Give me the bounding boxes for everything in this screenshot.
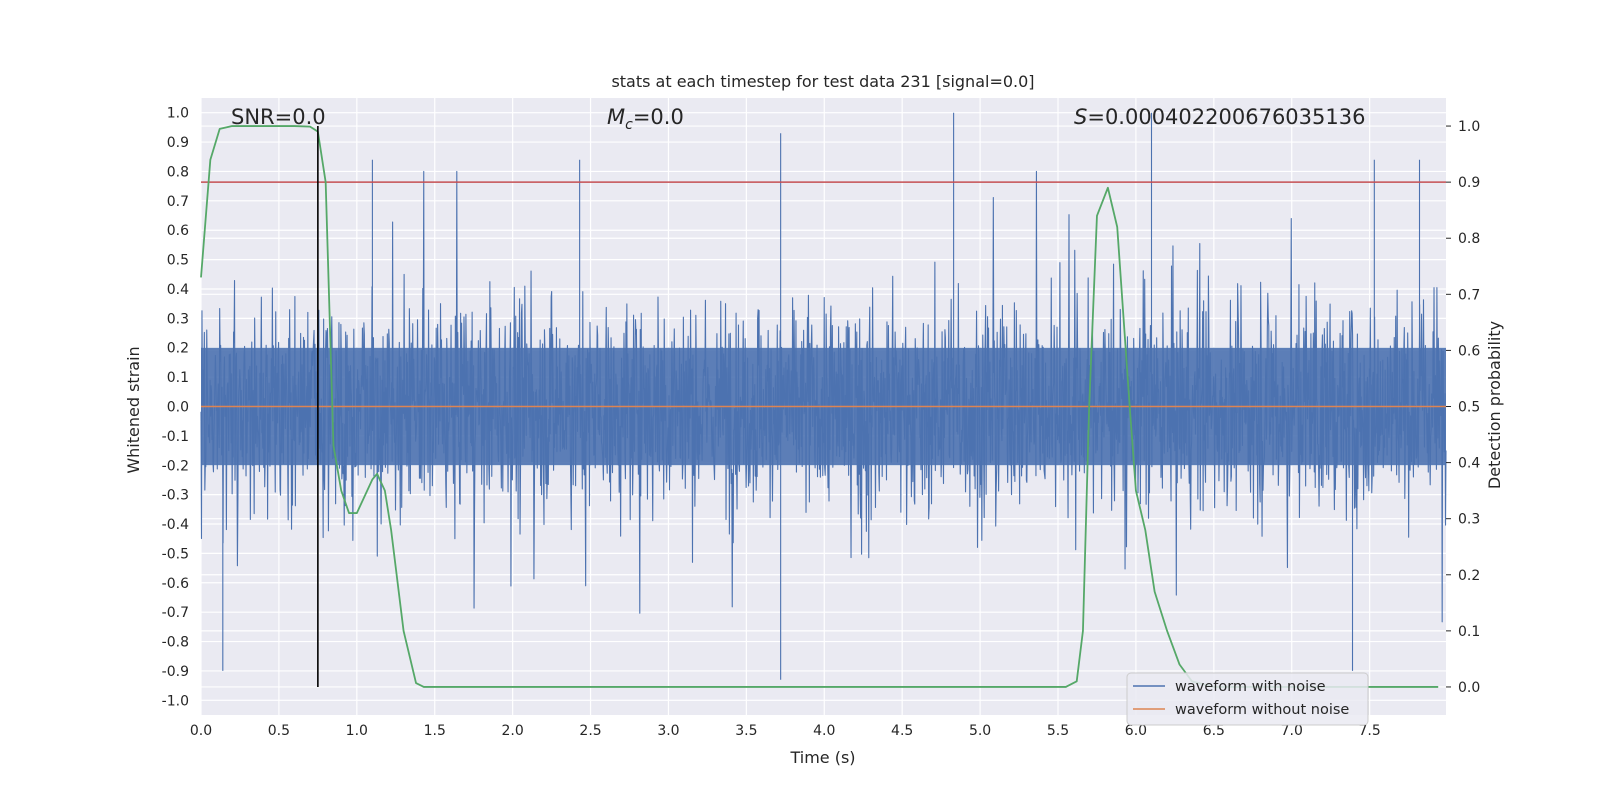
y-right-tick-label: 0.0 (1458, 680, 1480, 696)
y-axis-left-ticks: 1.0 0.9 0.8 0.7 0.6 0.5 0.4 0.3 0.2 0.1 0.0 -0.1 -0.… (162, 106, 189, 710)
y-right-tick-label: 0.6 (1458, 343, 1480, 359)
x-tick-label: 5.5 (1047, 723, 1069, 739)
y-left-tick-label: -0.5 (162, 546, 189, 562)
x-tick-label: 2.0 (502, 723, 524, 739)
x-tick-label: 7.0 (1281, 723, 1303, 739)
x-tick-label: 2.5 (579, 723, 601, 739)
y-left-tick-label: 0.4 (167, 282, 189, 298)
s-annotation: S=0.000402200676035136 (1074, 105, 1365, 129)
mc-subscript: c (625, 117, 633, 133)
y-left-tick-label: -0.1 (162, 429, 189, 445)
y-left-tick-label: 0.0 (167, 400, 189, 416)
legend-box (1126, 672, 1369, 726)
s-value: =0.000402200676035136 (1087, 105, 1365, 129)
y-left-tick-label: 0.9 (167, 135, 189, 151)
x-axis-ticks: 0.0 0.5 1.0 1.5 2.0 2.5 3.0 3.5 4.0 4.5 5.0 5.5 6.0 6… (190, 723, 1381, 739)
detection-probability-line (200, 125, 1439, 688)
y-right-tick-label: 0.4 (1458, 456, 1480, 472)
y-right-tick-label: 0.5 (1458, 400, 1480, 416)
chirp-mass-annotation: Mc=0.0 (607, 105, 684, 133)
y-left-tick-label: -0.7 (162, 605, 189, 621)
legend-label-without-noise: waveform without noise (1175, 702, 1349, 718)
y-right-tick-label: 0.2 (1458, 568, 1480, 584)
y-left-tick-label: -0.8 (162, 635, 189, 651)
snr-annotation: SNR=0.0 (231, 105, 326, 129)
x-tick-label: 3.5 (735, 723, 757, 739)
x-tick-label: 0.5 (268, 723, 290, 739)
chart-title: stats at each timestep for test data 231… (611, 72, 1034, 91)
x-tick-label: 6.0 (1125, 723, 1147, 739)
x-tick-label: 1.0 (346, 723, 368, 739)
y-right-tick-label: 0.7 (1458, 287, 1480, 303)
y-left-tick-label: 0.2 (167, 341, 189, 357)
mc-symbol: M (607, 105, 625, 129)
y-left-tick-label: 0.5 (167, 253, 189, 269)
y-left-tick-label: 0.8 (167, 164, 189, 180)
y-left-tick-label: 1.0 (167, 106, 189, 122)
y-left-tick-label: -0.2 (162, 458, 189, 474)
y-left-tick-label: -0.6 (162, 576, 189, 592)
y-axis-right-ticks: 1.0 0.9 0.8 0.7 0.6 0.5 0.4 0.3 0.2 0.1 0.0 (1446, 119, 1480, 696)
y-left-tick-label: -0.3 (162, 488, 189, 504)
y-left-tick-label: 0.6 (167, 223, 189, 239)
x-axis-label: Time (s) (789, 748, 855, 767)
y-right-tick-label: 0.8 (1458, 231, 1480, 247)
y-right-tick-label: 1.0 (1458, 119, 1480, 135)
x-tick-label: 7.5 (1359, 723, 1381, 739)
x-tick-label: 1.5 (424, 723, 446, 739)
x-tick-label: 3.0 (657, 723, 679, 739)
y-left-tick-label: 0.1 (167, 370, 189, 386)
y-left-tick-label: -0.9 (162, 664, 189, 680)
x-tick-label: 5.0 (969, 723, 991, 739)
series-lines (200, 125, 1446, 688)
y-right-tick-label: 0.9 (1458, 175, 1480, 191)
y-axis-left-label: Whitened strain (124, 346, 143, 473)
y-right-tick-label: 0.3 (1458, 512, 1480, 528)
x-tick-label: 6.5 (1203, 723, 1225, 739)
y-right-tick-label: 0.1 (1458, 624, 1480, 640)
x-tick-label: 0.0 (190, 723, 212, 739)
y-left-tick-label: 0.7 (167, 194, 189, 210)
y-left-tick-label: -1.0 (162, 693, 189, 709)
y-axis-right-label: Detection probability (1485, 321, 1504, 489)
legend: waveform with noise waveform without noi… (1126, 672, 1369, 726)
mc-value: =0.0 (633, 105, 684, 129)
y-left-tick-label: 0.3 (167, 311, 189, 327)
x-tick-label: 4.0 (813, 723, 835, 739)
s-symbol: S (1074, 105, 1087, 129)
legend-label-with-noise: waveform with noise (1175, 679, 1326, 695)
y-left-tick-label: -0.4 (162, 517, 189, 533)
x-tick-label: 4.5 (891, 723, 913, 739)
